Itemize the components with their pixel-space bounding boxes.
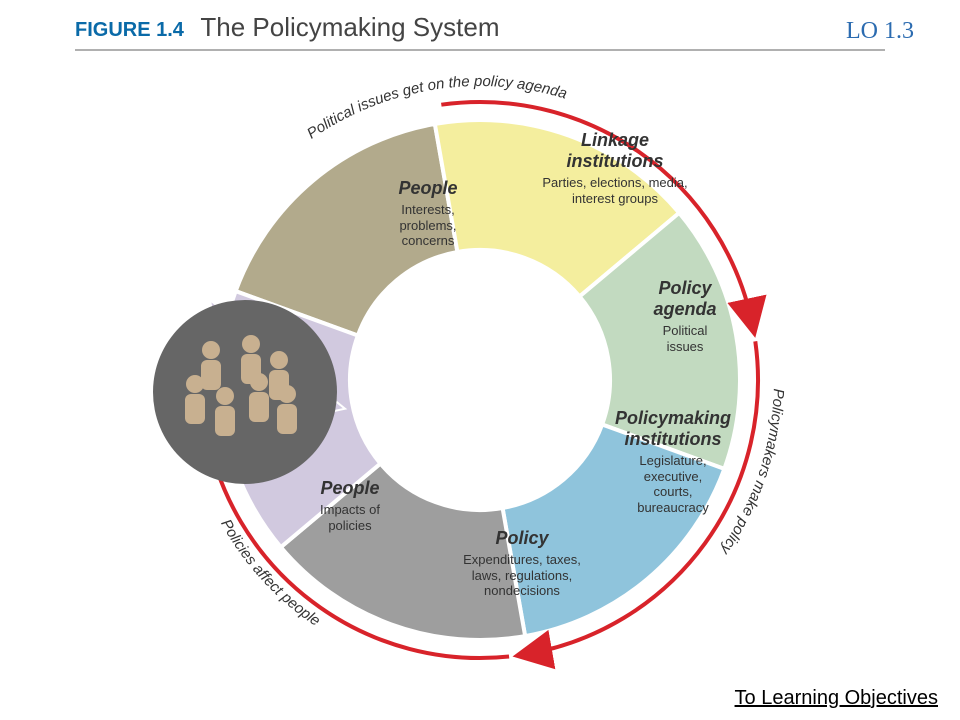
figure-header: FIGURE 1.4 The Policymaking System (75, 12, 885, 51)
learning-objective-tag: LO 1.3 (846, 18, 914, 45)
policymaking-cycle-diagram: Political issues get on the policy agend… (150, 60, 810, 700)
cycle-svg: Political issues get on the policy agend… (150, 60, 810, 700)
segment-pm-inst (503, 424, 725, 636)
center-photo-circle (153, 300, 337, 484)
figure-title: The Policymaking System (200, 12, 499, 42)
figure-label: FIGURE 1.4 (75, 19, 184, 41)
to-learning-objectives-link[interactable]: To Learning Objectives (735, 687, 938, 710)
